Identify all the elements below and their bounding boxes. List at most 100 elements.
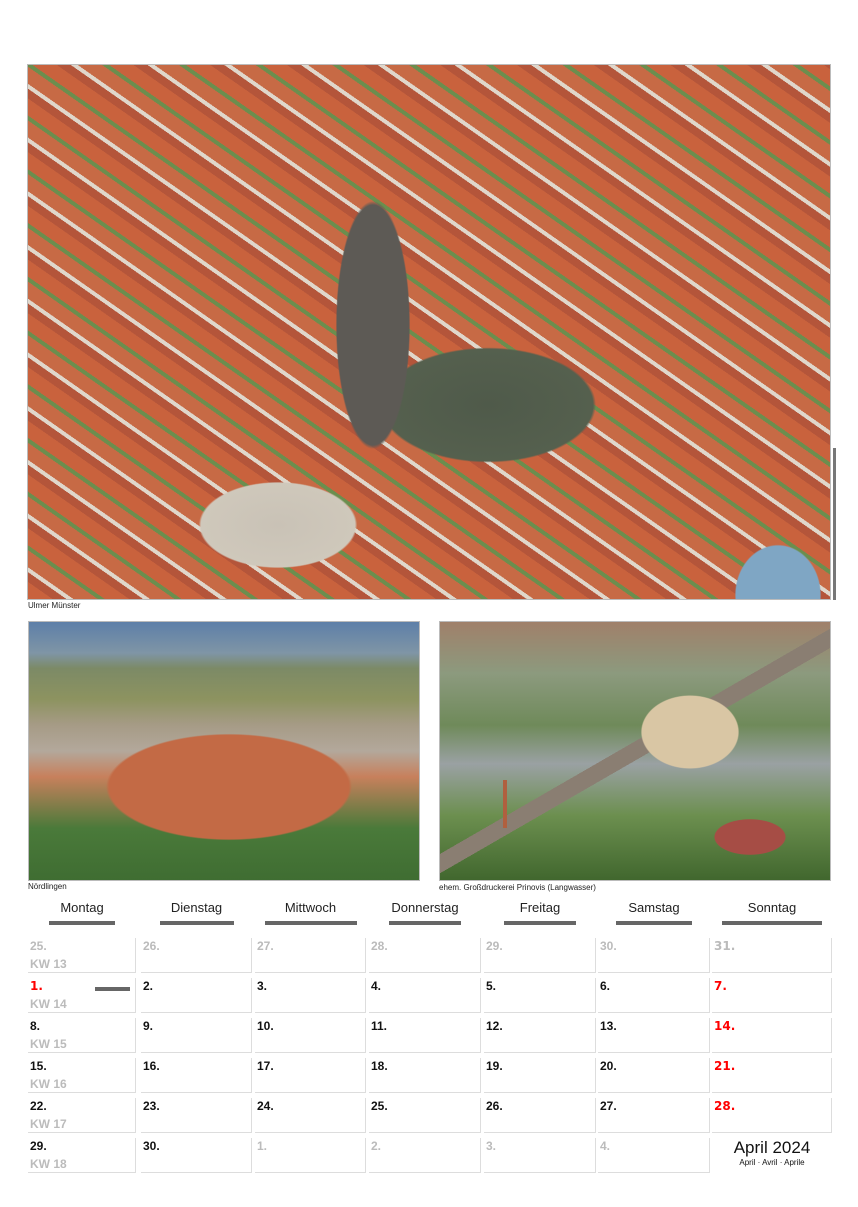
day-number: 25. [371, 1099, 388, 1113]
photo-ulmer-muenster [27, 64, 831, 600]
month-translations: April · Avril · Aprile [739, 1158, 805, 1167]
day-number: 31. [714, 939, 736, 953]
day-number: 26. [486, 1099, 503, 1113]
day-cell[interactable]: 13. [598, 1018, 710, 1053]
day-cell[interactable]: 6. [598, 978, 710, 1013]
weekday-header: Freitag [484, 900, 596, 925]
day-cell[interactable]: 23. [141, 1098, 252, 1133]
day-cell[interactable]: 9. [141, 1018, 252, 1053]
weekday-underline [49, 921, 115, 925]
day-number: 29. [30, 1139, 47, 1153]
weekday-label: Freitag [519, 900, 561, 915]
day-number: 3. [486, 1139, 497, 1153]
weekday-underline [616, 921, 692, 925]
day-number: 28. [371, 939, 388, 953]
day-cell[interactable]: 3. [255, 978, 366, 1013]
day-cell[interactable]: 2. [141, 978, 252, 1013]
day-number: 19. [486, 1059, 503, 1073]
day-number: 18. [371, 1059, 388, 1073]
day-cell[interactable]: 26. [484, 1098, 596, 1133]
day-number: 23. [143, 1099, 160, 1113]
day-cell[interactable]: 29. KW 18 [28, 1138, 136, 1173]
weekday-underline [159, 921, 234, 925]
day-number: 21. [714, 1059, 736, 1073]
day-cell[interactable]: 11. [369, 1018, 481, 1053]
day-cell[interactable]: 21. [712, 1058, 832, 1093]
weekday-label: Sonntag [747, 900, 797, 915]
day-cell[interactable]: 29. [484, 938, 596, 973]
day-number: 12. [486, 1019, 503, 1033]
day-number: 20. [600, 1059, 617, 1073]
day-number: 24. [257, 1099, 274, 1113]
day-cell[interactable]: 25. KW 13 [28, 938, 136, 973]
day-cell[interactable]: 24. [255, 1098, 366, 1133]
day-cell[interactable]: 3. [484, 1138, 596, 1173]
day-cell[interactable]: 22. KW 17 [28, 1098, 136, 1133]
day-cell[interactable]: 20. [598, 1058, 710, 1093]
photo-prinovis [439, 621, 831, 881]
day-number: 25. [30, 939, 47, 953]
day-cell[interactable]: 8. KW 15 [28, 1018, 136, 1053]
holiday-marker [95, 987, 130, 991]
day-cell[interactable]: 4. [598, 1138, 710, 1173]
weekday-underline [722, 921, 822, 925]
day-number: 10. [257, 1019, 274, 1033]
day-number: 2. [143, 979, 154, 993]
month-name: April 2024 [733, 1138, 811, 1157]
day-number: 29. [486, 939, 503, 953]
day-cell[interactable]: 18. [369, 1058, 481, 1093]
day-number: 8. [30, 1019, 41, 1033]
day-number: 30. [143, 1139, 160, 1153]
day-number: 15. [30, 1059, 47, 1073]
day-cell[interactable]: 4. [369, 978, 481, 1013]
day-cell[interactable]: 17. [255, 1058, 366, 1093]
day-number: 4. [371, 979, 382, 993]
day-number: 30. [600, 939, 617, 953]
day-number: 5. [486, 979, 497, 993]
calendar-week: KW 16 [30, 1077, 67, 1091]
day-cell[interactable]: 2. [369, 1138, 481, 1173]
day-cell[interactable]: 26. [141, 938, 252, 973]
day-cell[interactable]: 16. [141, 1058, 252, 1093]
day-cell[interactable]: 1. KW 14 [28, 978, 136, 1013]
calendar-week: KW 17 [30, 1117, 67, 1131]
day-number: 27. [257, 939, 274, 953]
day-cell[interactable]: 28. [369, 938, 481, 973]
caption-main: Ulmer Münster [28, 601, 81, 610]
day-number: 6. [600, 979, 611, 993]
calendar-week: KW 13 [30, 957, 67, 971]
calendar-week: KW 14 [30, 997, 67, 1011]
day-number: 1. [30, 979, 43, 993]
weekday-label: Dienstag [170, 900, 223, 915]
day-cell[interactable]: 12. [484, 1018, 596, 1053]
day-number: 22. [30, 1099, 47, 1113]
day-cell[interactable]: 19. [484, 1058, 596, 1093]
day-number: 28. [714, 1099, 736, 1113]
day-number: 27. [600, 1099, 617, 1113]
caption-right: ehem. Großdruckerei Prinovis (Langwasser… [439, 883, 596, 892]
month-title: April 2024 April · Avril · Aprile [712, 1138, 832, 1167]
calendar-week: KW 15 [30, 1037, 67, 1051]
weekday-header: Samstag [598, 900, 710, 925]
day-cell[interactable]: 25. [369, 1098, 481, 1133]
day-number: 2. [371, 1139, 382, 1153]
day-cell[interactable]: 14. [712, 1018, 832, 1053]
day-cell[interactable]: 31. [712, 938, 832, 973]
weekday-label: Samstag [628, 900, 680, 915]
day-number: 26. [143, 939, 160, 953]
day-cell[interactable]: 5. [484, 978, 596, 1013]
day-cell[interactable]: 27. [598, 1098, 710, 1133]
day-cell[interactable]: 28. [712, 1098, 832, 1133]
day-cell[interactable]: 15. KW 16 [28, 1058, 136, 1093]
day-cell[interactable]: 1. [255, 1138, 366, 1173]
caption-left: Nördlingen [28, 882, 67, 891]
day-number: 16. [143, 1059, 160, 1073]
photo-noerdlingen [28, 621, 420, 881]
weekday-header: Mittwoch [255, 900, 366, 925]
day-cell[interactable]: 10. [255, 1018, 366, 1053]
day-cell[interactable]: 30. [598, 938, 710, 973]
day-cell[interactable]: 27. [255, 938, 366, 973]
day-cell[interactable]: 7. [712, 978, 832, 1013]
day-cell[interactable]: 30. [141, 1138, 252, 1173]
weekday-header: Donnerstag [369, 900, 481, 925]
